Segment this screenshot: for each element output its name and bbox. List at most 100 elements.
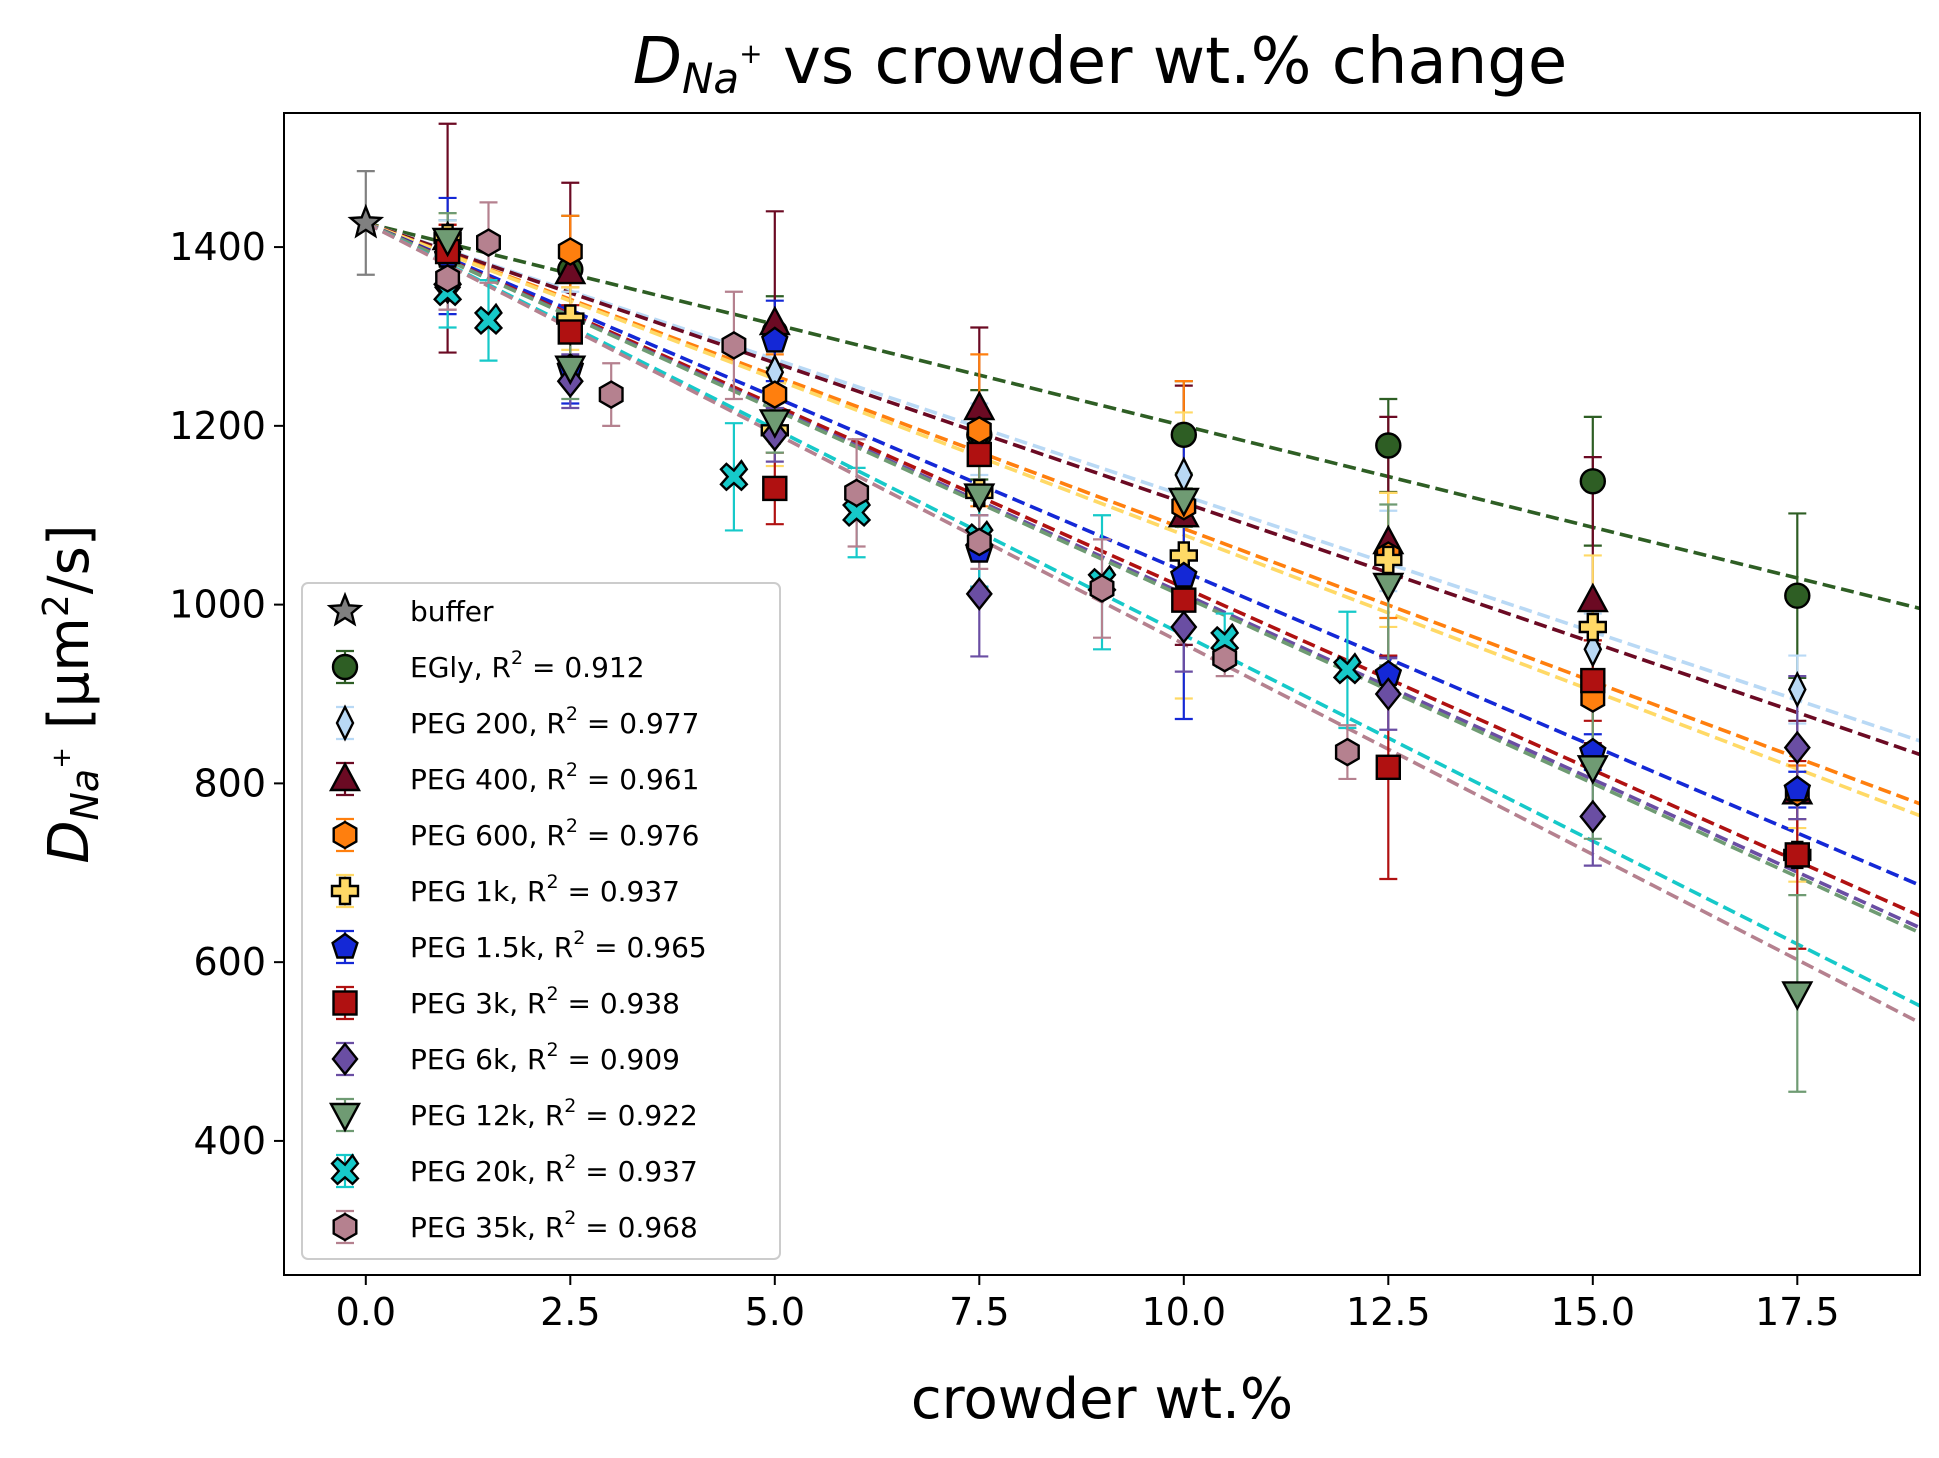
legend-marker-peg-3k <box>332 990 358 1016</box>
legend-label-peg-1k: PEG 1k, R2 = 0.937 <box>410 871 680 908</box>
ylabel-subscript: Na <box>63 769 107 821</box>
fit-line-peg-3k <box>365 221 1920 918</box>
legend-label-text: PEG 200, R <box>410 707 566 740</box>
data-point-peg-1-5k <box>760 326 789 353</box>
chart-title: DNa+ vs crowder wt.% change <box>633 25 1568 103</box>
title-symbol: D <box>633 25 682 99</box>
legend-label-peg-1-5k: PEG 1.5k, R2 = 0.965 <box>410 927 707 964</box>
data-point-egly <box>1579 468 1607 495</box>
x-tick-label: 5.0 <box>745 1290 805 1334</box>
y-tick-label: 600 <box>193 940 266 984</box>
legend-marker-peg-6k <box>331 1042 359 1076</box>
data-point-peg-3k <box>1784 842 1811 868</box>
legend-marker-egly <box>331 653 359 681</box>
legend-box <box>301 582 781 1260</box>
data-point-buffer <box>347 203 385 239</box>
legend-label-text: PEG 6k, R <box>410 1043 546 1076</box>
data-point-peg-600 <box>557 237 583 266</box>
legend-marker-peg-400 <box>328 761 362 792</box>
data-point-peg-6k <box>1170 610 1198 644</box>
legend-label-superscript: 2 <box>566 759 578 781</box>
data-point-peg-35k <box>598 380 624 409</box>
legend-label-peg-600: PEG 600, R2 = 0.976 <box>410 815 699 852</box>
data-point-peg-20k <box>473 302 504 335</box>
legend-label-r2: = 0.922 <box>576 1099 697 1132</box>
legend-label-superscript: 2 <box>546 983 558 1005</box>
legend-label-r2: = 0.977 <box>578 707 699 740</box>
data-point-peg-3k <box>762 475 788 502</box>
data-point-peg-12k <box>963 483 996 514</box>
legend-marker-peg-1-5k <box>331 932 359 959</box>
data-point-peg-12k <box>554 355 587 386</box>
data-point-egly <box>1784 582 1811 609</box>
legend-marker-buffer <box>326 591 364 627</box>
legend-marker-peg-200 <box>335 704 355 742</box>
legend-label-peg-200: PEG 200, R2 = 0.977 <box>410 703 699 740</box>
data-point-peg-200 <box>1787 670 1807 709</box>
legend-label-r2: = 0.965 <box>585 931 706 964</box>
data-point-peg-6k <box>965 576 993 611</box>
data-point-peg-12k <box>431 227 464 258</box>
data-point-peg-35k <box>966 527 992 557</box>
data-point-peg-3k <box>1375 754 1402 780</box>
legend-marker-peg-12k <box>328 1102 362 1133</box>
data-point-peg-20k <box>842 494 872 528</box>
title-subscript: Na <box>682 54 739 103</box>
legend-label-r2: = 0.937 <box>559 875 680 908</box>
data-point-peg-3k <box>1171 587 1197 613</box>
x-tick-label: 12.5 <box>1346 1290 1431 1334</box>
legend-label-text: buffer <box>410 595 494 628</box>
x-tick-label: 0.0 <box>336 1290 396 1334</box>
legend-label-superscript: 2 <box>566 703 578 725</box>
ylabel-unit-suffix: /s] <box>37 524 102 594</box>
legend-label-superscript: 2 <box>566 815 578 837</box>
legend-label-superscript: 2 <box>564 1207 576 1229</box>
data-point-egly <box>1375 432 1402 459</box>
legend-label-buffer: buffer <box>410 595 494 628</box>
y-tick-label: 1200 <box>169 404 266 448</box>
fit-line-peg-35k <box>364 221 1920 1025</box>
data-point-peg-200 <box>1583 630 1603 668</box>
fit-line-peg-200 <box>365 221 1920 743</box>
legend-label-text: PEG 12k, R <box>410 1099 564 1132</box>
data-point-peg-1-5k <box>1169 561 1198 588</box>
legend-label-text: PEG 1.5k, R <box>410 931 573 964</box>
data-point-peg-6k <box>1374 677 1402 711</box>
data-point-peg-400 <box>554 254 587 285</box>
x-tick-label: 17.5 <box>1755 1290 1840 1334</box>
data-point-peg-20k <box>719 459 749 492</box>
legend-label-text: PEG 20k, R <box>410 1155 564 1188</box>
ylabel-symbol: D <box>37 821 102 864</box>
x-tick-label: 15.0 <box>1550 1290 1635 1334</box>
data-point-peg-35k <box>844 478 870 508</box>
x-tick-label: 10.0 <box>1141 1290 1226 1334</box>
data-point-peg-12k <box>1167 487 1200 518</box>
data-point-peg-35k <box>435 264 461 293</box>
legend-marker-peg-20k <box>330 1153 360 1186</box>
data-point-peg-400 <box>1576 582 1609 613</box>
ylabel-unit-sup: 2 <box>36 594 77 617</box>
legend-label-text: PEG 35k, R <box>410 1211 564 1244</box>
legend-label-text: PEG 1k, R <box>410 875 546 908</box>
legend-label-r2: = 0.968 <box>576 1211 697 1244</box>
x-tick-label: 7.5 <box>949 1290 1009 1334</box>
data-markers <box>347 203 1814 1011</box>
data-point-peg-20k <box>1332 652 1362 685</box>
fit-line-peg-20k <box>364 221 1920 1008</box>
ylabel-superscript: + <box>47 747 77 769</box>
fit-lines <box>364 221 1920 1025</box>
x-axis-label: crowder wt.% <box>911 1367 1293 1432</box>
legend-marker-peg-600 <box>332 820 358 850</box>
legend-label-peg-400: PEG 400, R2 = 0.961 <box>410 759 699 796</box>
y-tick-label: 1000 <box>169 583 266 627</box>
data-point-peg-35k <box>1334 737 1360 767</box>
data-point-peg-12k <box>758 409 791 439</box>
data-point-peg-35k <box>1089 574 1115 603</box>
x-tick-label: 2.5 <box>540 1290 600 1334</box>
legend-label-peg-6k: PEG 6k, R2 = 0.909 <box>410 1039 680 1076</box>
legend-label-superscript: 2 <box>511 647 523 669</box>
legend-marker-peg-1k <box>330 876 360 906</box>
legend-label-superscript: 2 <box>546 871 558 893</box>
